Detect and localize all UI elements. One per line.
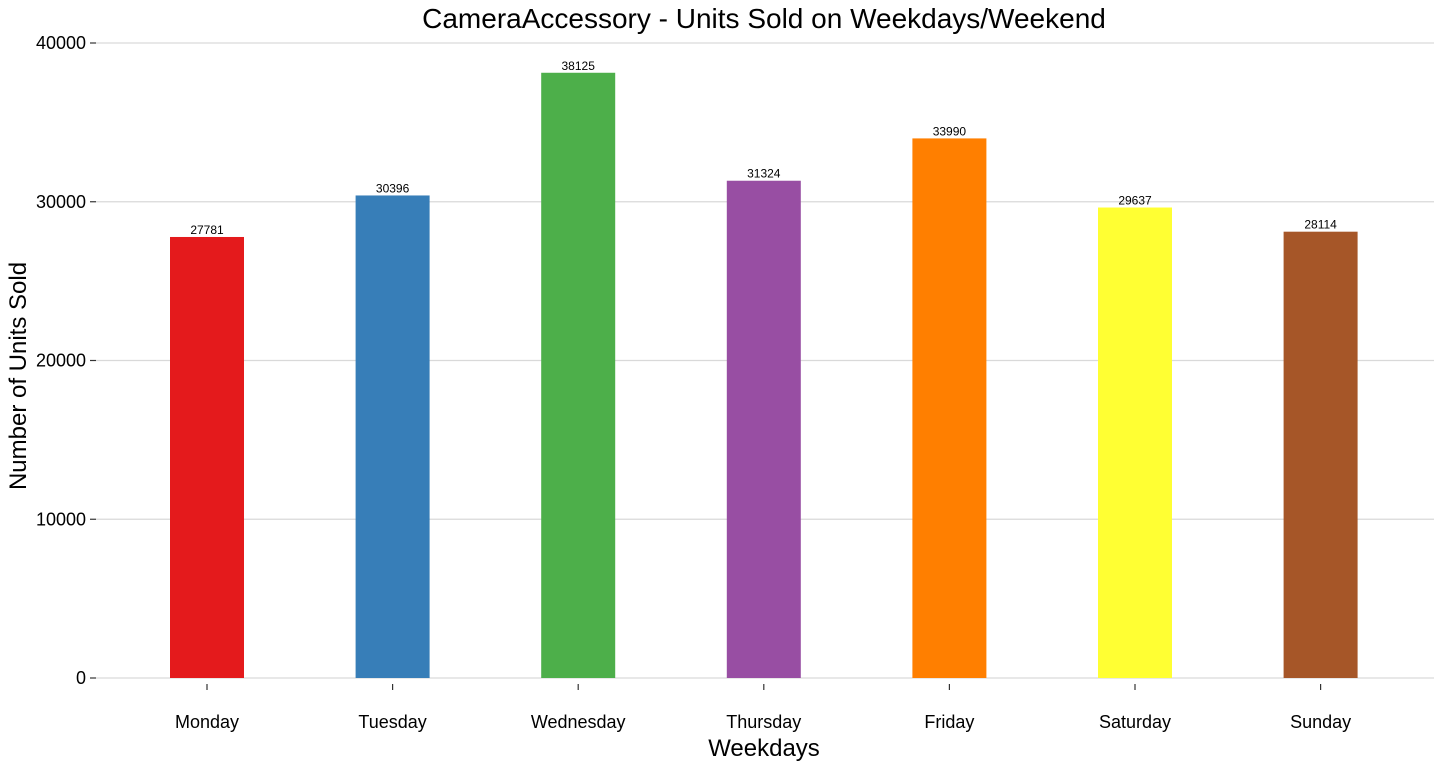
- chart-title: CameraAccessory - Units Sold on Weekdays…: [422, 3, 1106, 34]
- bar-thursday: [726, 180, 801, 678]
- y-tick-label: 30000: [36, 192, 86, 212]
- x-tick-label-sunday: Sunday: [1290, 712, 1351, 732]
- data-label-friday: 33990: [933, 124, 967, 138]
- bar-monday: [170, 236, 244, 678]
- bar-friday: [912, 138, 987, 678]
- x-tick-label-saturday: Saturday: [1099, 712, 1171, 732]
- bar-saturday: [1098, 207, 1172, 678]
- data-label-saturday: 29637: [1118, 194, 1152, 208]
- x-tick-label-wednesday: Wednesday: [531, 712, 626, 732]
- x-axis-title: Weekdays: [708, 735, 820, 762]
- y-tick-label: 20000: [36, 351, 86, 371]
- data-label-tuesday: 30396: [376, 181, 410, 195]
- bar-wednesday: [541, 72, 616, 678]
- data-label-sunday: 28114: [1304, 218, 1337, 232]
- x-tick-label-friday: Friday: [924, 712, 974, 732]
- y-tick-label: 0: [76, 668, 86, 688]
- data-label-monday: 27781: [190, 223, 224, 237]
- bar-sunday: [1283, 231, 1358, 678]
- x-axis: Monday Tuesday Wednesday Thursday Friday Satu…: [175, 684, 1351, 732]
- y-axis: 0 10000 20000 30000 40000: [36, 33, 96, 688]
- bar-tuesday: [355, 195, 430, 678]
- x-tick-label-monday: Monday: [175, 712, 239, 732]
- x-tick-label-tuesday: Tuesday: [358, 712, 426, 732]
- y-axis-title: Number of Units Sold: [5, 262, 32, 490]
- y-tick-label: 40000: [36, 33, 86, 53]
- y-tick-label: 10000: [36, 509, 86, 529]
- data-label-wednesday: 38125: [562, 59, 596, 73]
- data-label-thursday: 31324: [747, 167, 781, 181]
- bars: [170, 72, 1358, 678]
- data-labels: 27781 30396 38125 31324 33990 29637 28114: [190, 59, 1337, 237]
- x-tick-label-thursday: Thursday: [726, 712, 801, 732]
